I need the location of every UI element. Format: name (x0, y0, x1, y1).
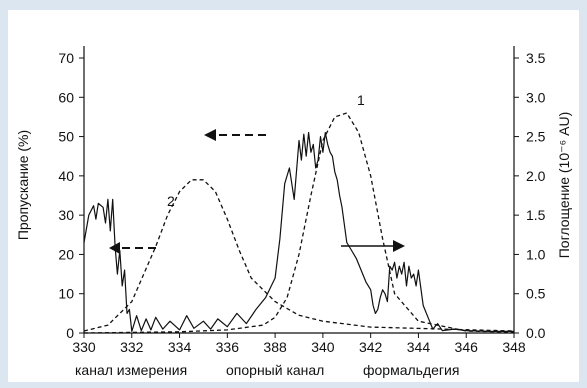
x-tick-label: 342 (359, 339, 383, 355)
curve-label-2: 2 (167, 193, 175, 209)
x-tick-label: 388 (263, 339, 287, 355)
right-y-tick-label: 0.0 (526, 325, 546, 341)
category-label-reference: опорный канал (226, 362, 324, 378)
right-y-tick-label: 1.0 (526, 246, 546, 262)
category-label-measurement: канал измерения (75, 362, 187, 378)
left-y-tick-label: 50 (58, 129, 74, 145)
series-group (83, 112, 515, 334)
left-y-axis-ticks: 0 10 20 30 40 50 60 70 (58, 50, 84, 341)
x-tick-label: 332 (120, 339, 144, 355)
right-y-tick-label: 2.0 (526, 168, 546, 184)
right-y-tick-label: 0.5 (526, 286, 546, 302)
x-tick-label: 344 (407, 339, 431, 355)
right-y-axis-title: Поглощение (10⁻⁶ AU) (556, 112, 572, 259)
series-line-1 (83, 112, 515, 334)
dashed-arrow-lower (109, 242, 156, 254)
x-tick-label: 336 (216, 339, 240, 355)
x-tick-label: 330 (72, 339, 96, 355)
dashed-arrow-upper (204, 129, 266, 141)
left-y-tick-label: 40 (58, 168, 74, 184)
solid-arrow-right (341, 240, 405, 252)
right-y-tick-label: 1.5 (526, 207, 546, 223)
left-y-tick-label: 0 (66, 325, 74, 341)
x-tick-label: 348 (502, 339, 526, 355)
x-tick-label: 334 (168, 339, 192, 355)
curve-label-1: 1 (357, 92, 365, 108)
right-y-tick-label: 3.5 (526, 50, 546, 66)
left-y-tick-label: 70 (58, 50, 74, 66)
chart-panel: 330 332 334 336 388 340 342 344 346 348 0 10 20 30 40… (8, 10, 579, 382)
left-y-tick-label: 20 (58, 246, 74, 262)
right-y-axis-ticks: 0.0 0.5 1.0 1.5 2.0 2.5 3.0 3.5 (514, 50, 546, 341)
x-tick-label: 346 (455, 339, 479, 355)
right-y-tick-label: 3.0 (526, 89, 546, 105)
right-y-tick-label: 2.5 (526, 129, 546, 145)
left-y-axis-title: Пропускание (%) (15, 130, 31, 240)
series-line-absorption (83, 131, 514, 332)
spectrum-chart: 330 332 334 336 388 340 342 344 346 348 0 10 20 30 40… (15, 46, 572, 378)
left-y-tick-label: 60 (58, 89, 74, 105)
x-tick-label: 340 (311, 339, 335, 355)
series-line-2 (83, 179, 515, 332)
category-label-formaldehyde: формальдегия (363, 362, 459, 378)
x-axis-ticks: 330 332 334 336 388 340 342 344 346 348 (72, 333, 526, 355)
left-y-tick-label: 10 (58, 286, 74, 302)
left-y-tick-label: 30 (58, 207, 74, 223)
